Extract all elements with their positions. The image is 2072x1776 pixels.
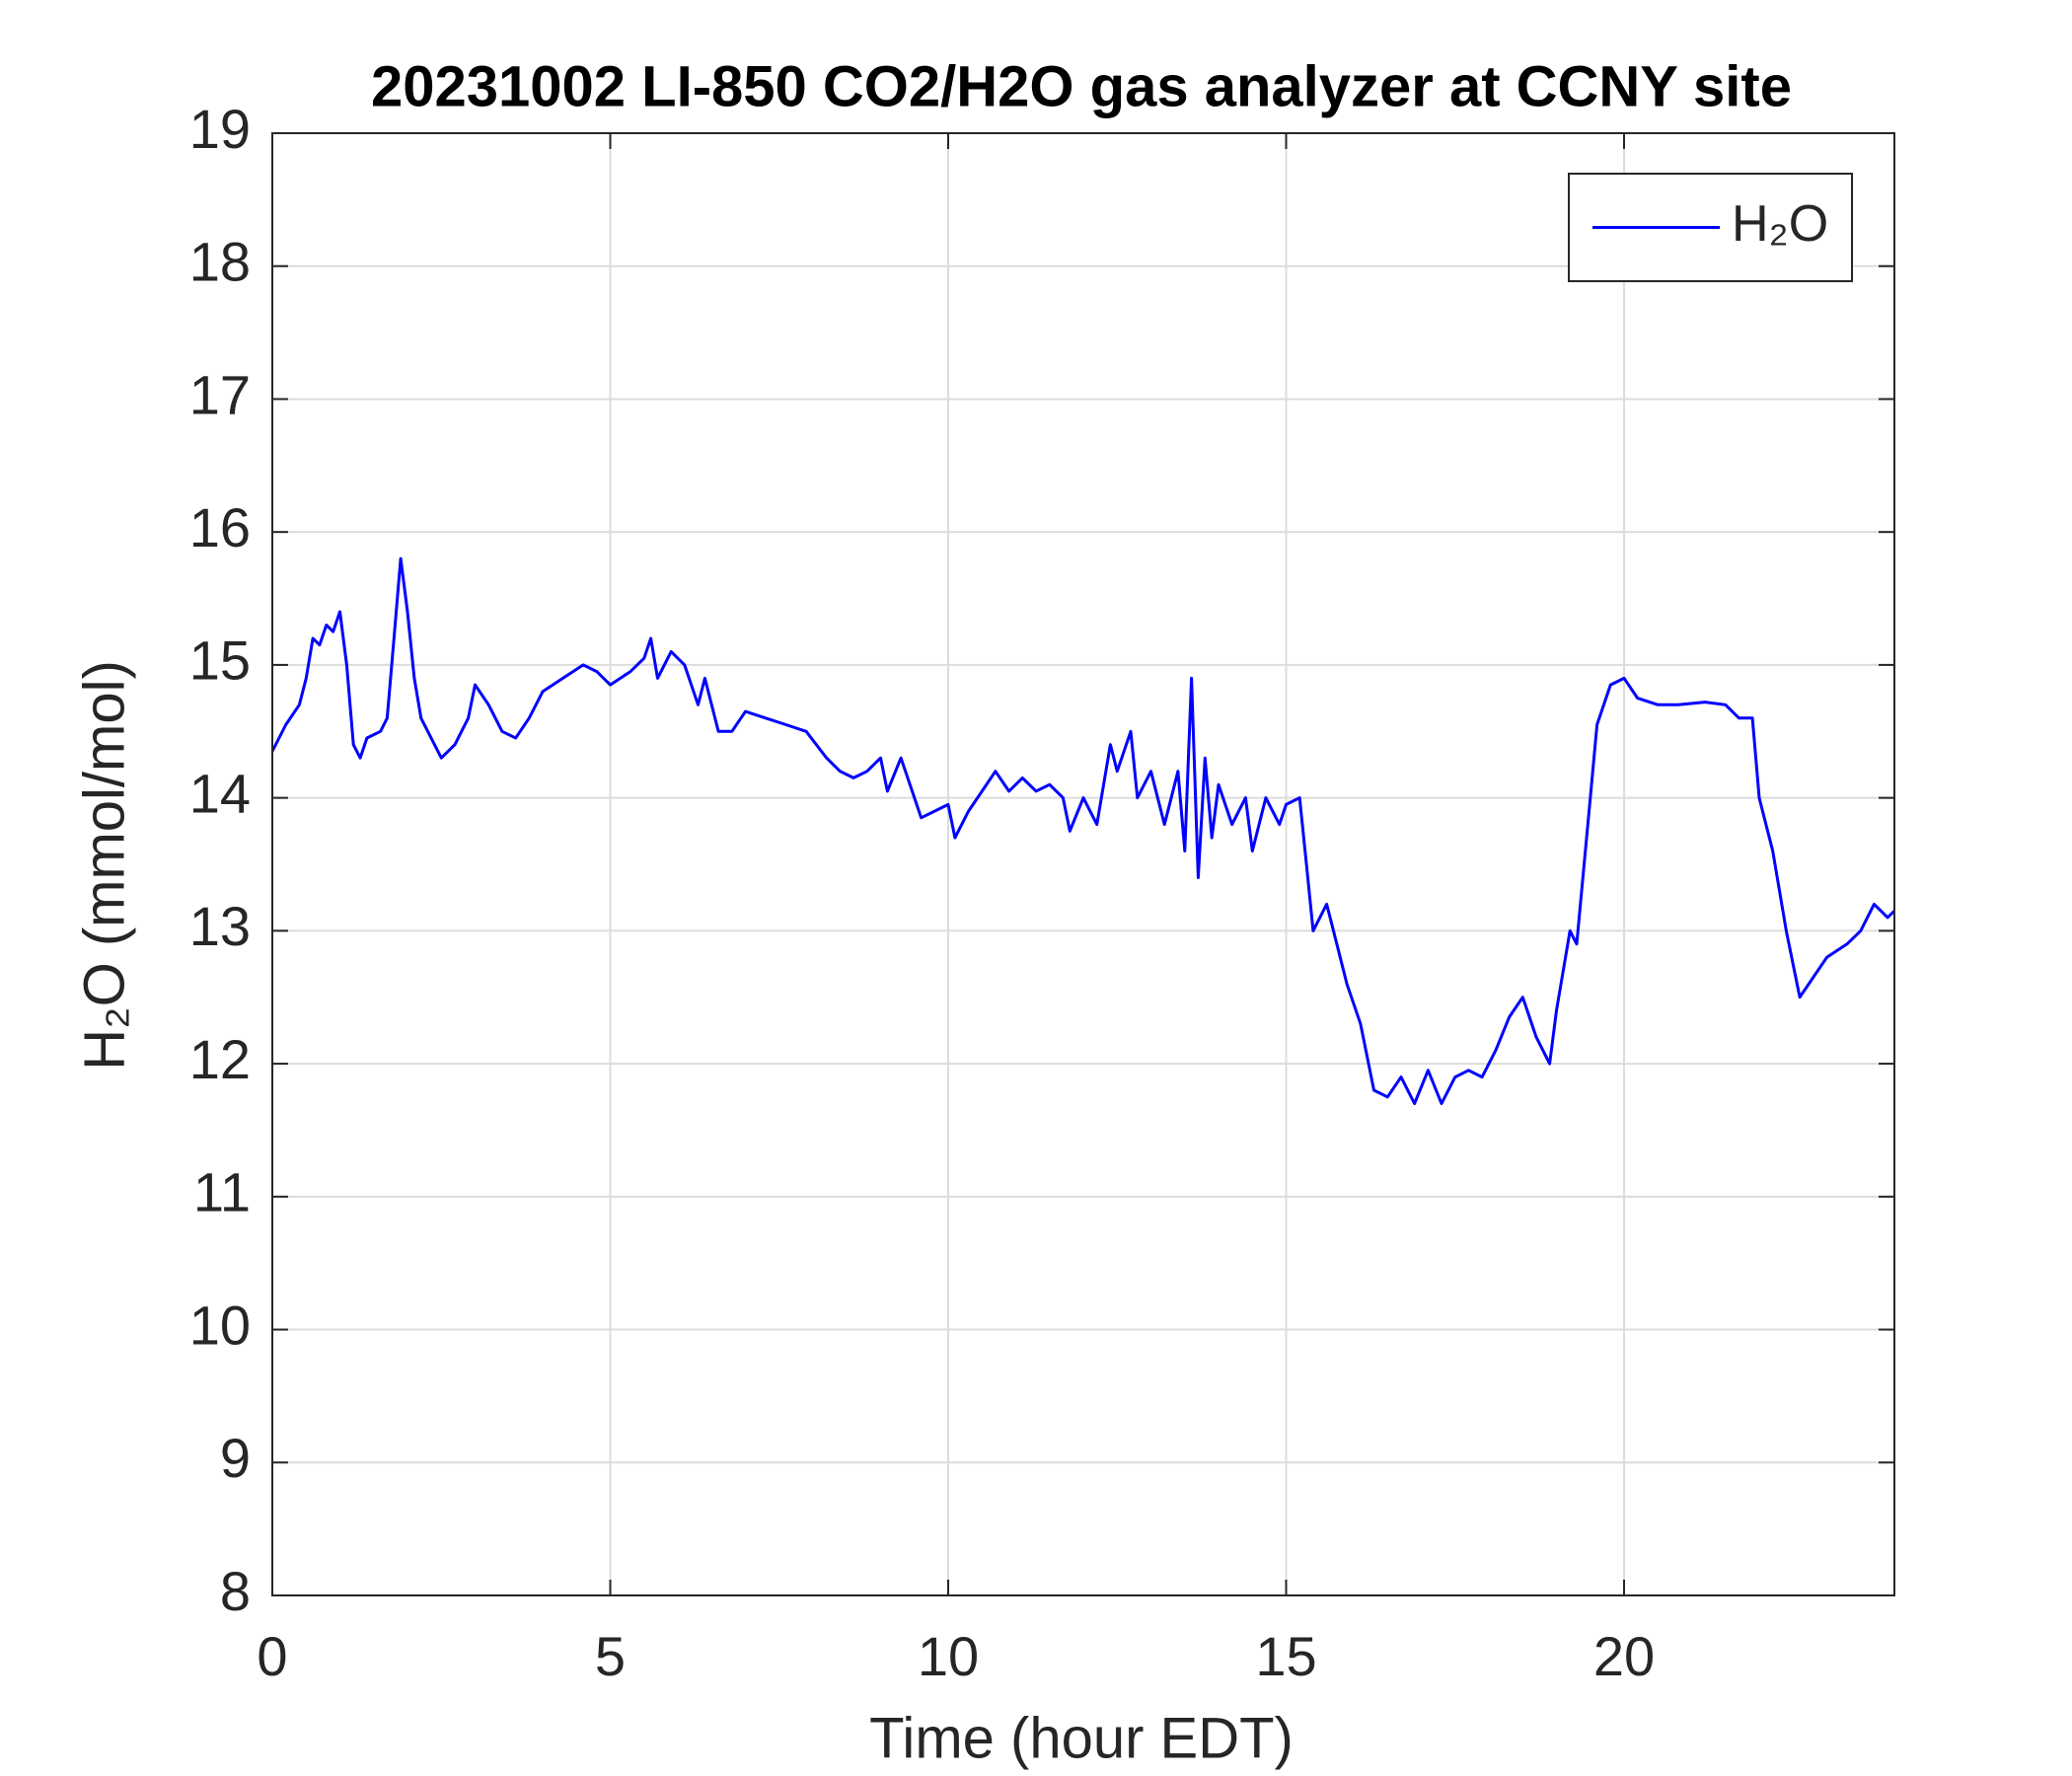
y-tick-label: 13 — [189, 895, 251, 957]
y-tick-label: 16 — [189, 496, 251, 558]
data-line — [270, 556, 1896, 1105]
y-tick-label: 14 — [189, 762, 251, 824]
plot-area — [272, 133, 1894, 1595]
y-tick-label: 15 — [189, 629, 251, 692]
chart-title: 20231002 LI-850 CO2/H2O gas analyzer at … — [371, 54, 1792, 118]
y-tick-label: 12 — [189, 1028, 251, 1090]
y-axis-label: H₂O (mmol/mol) — [72, 660, 136, 1071]
x-tick-label: 15 — [1255, 1625, 1316, 1687]
x-tick-label: 20 — [1593, 1625, 1655, 1687]
x-tick-label: 5 — [595, 1625, 626, 1687]
x-axis-label: Time (hour EDT) — [869, 1706, 1294, 1770]
y-tick-label: 17 — [189, 363, 251, 425]
x-tick-label: 0 — [257, 1625, 287, 1687]
y-tick-label: 18 — [189, 231, 251, 293]
x-tick-label: 10 — [918, 1625, 979, 1687]
plot-frame — [271, 132, 1895, 1596]
y-tick-label: 19 — [189, 98, 251, 160]
y-tick-label: 11 — [193, 1161, 251, 1223]
y-tick-label: 9 — [220, 1427, 251, 1489]
y-tick-label: 10 — [189, 1294, 251, 1356]
legend-label: H₂O — [1732, 195, 1828, 253]
y-tick-label: 8 — [220, 1560, 251, 1622]
